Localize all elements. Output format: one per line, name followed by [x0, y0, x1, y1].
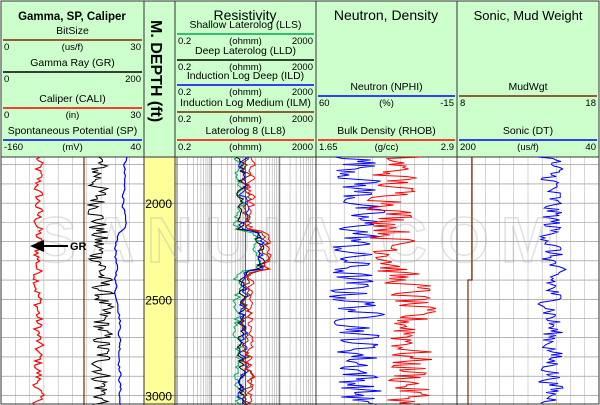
curve-name-1-4: Laterolog 8 (LL8): [206, 125, 286, 137]
curve-min-1-1: 0.2: [178, 62, 191, 73]
curve-rhob: [366, 156, 437, 405]
curve-name-1-1: Deep Laterolog (LLD): [195, 45, 296, 57]
curve-unit-3-1: (us/f): [517, 142, 539, 153]
curve-headers: BitSize 0 30 (us/f) Gamma Ray (GR) 0 200 Calipe…: [3, 19, 597, 153]
depth-track: [144, 157, 175, 405]
curve-nphi: [329, 156, 386, 405]
curve-caliper: [32, 156, 46, 405]
depth-tick-2: 3000: [145, 389, 172, 403]
curve-max-0-1: 200: [125, 74, 141, 85]
depth-tick-0: 2000: [145, 197, 172, 211]
curve-max-3-1: 40: [585, 142, 596, 153]
curve-min-0-2: 0: [4, 110, 9, 121]
track-4-title: Sonic, Mud Weight: [474, 8, 583, 23]
curve-min-1-2: 0.2: [178, 87, 191, 98]
curve-name-2-1: Bulk Density (RHOB): [337, 125, 436, 137]
watermark: SANUIA.COM: [33, 203, 566, 277]
curve-name-3-1: Sonic (DT): [503, 125, 553, 137]
curve-name-2-0: Neutron (NPHI): [350, 81, 422, 93]
track-3-title: Neutron, Density: [334, 7, 438, 23]
curve-sonic: [537, 156, 567, 405]
curve-name-3-0: MudWgt: [508, 81, 547, 93]
track-1-title: Gamma, SP, Caliper: [18, 11, 126, 23]
curve-max-1-4: 2000: [292, 142, 313, 153]
track-2-title: Resistivity: [213, 7, 276, 23]
gr-arrow-head: [30, 240, 44, 252]
curve-min-0-1: 0: [4, 74, 9, 85]
curve-unit-0-3: (mV): [62, 142, 83, 153]
curve-min-3-1: 200: [460, 142, 476, 153]
body-bg: [1, 157, 599, 405]
curve-unit-0-0: (us/f): [62, 42, 84, 53]
gr-annotation: GR: [30, 240, 87, 253]
curve-unit-1-3: (ohmm): [229, 114, 262, 125]
curve-min-0-3: -160: [4, 142, 23, 153]
curve-max-1-2: 2000: [292, 87, 313, 98]
curve-max-1-0: 2000: [292, 36, 313, 47]
curve-max-1-1: 2000: [292, 62, 313, 73]
curves: [32, 156, 567, 405]
curve-name-0-2: Caliper (CALI): [39, 93, 106, 105]
curve-name-0-3: Spontaneous Potential (SP): [8, 125, 138, 137]
curve-max-2-1: 2.9: [441, 142, 454, 153]
curve-min-2-0: 60: [319, 98, 330, 109]
header-bg-depth: [143, 0, 176, 158]
curve-max-0-2: 30: [130, 110, 141, 121]
curve-resistivity-1: [235, 156, 266, 405]
curve-unit-1-4: (ohmm): [229, 142, 262, 153]
header-bg-track-3: [315, 0, 458, 158]
curve-unit-0-2: (in): [66, 110, 80, 121]
curve-min-2-1: 1.65: [319, 142, 338, 153]
curve-min-0-0: 0: [4, 42, 9, 53]
curve-min-3-0: 8: [460, 98, 465, 109]
curve-name-1-2: Induction Log Deep (ILD): [187, 70, 304, 82]
curve-gamma-ray: [87, 156, 116, 405]
curve-max-2-0: -15: [440, 98, 454, 109]
curve-unit-1-0: (ohmm): [229, 36, 262, 47]
curve-unit-1-1: (ohmm): [229, 62, 262, 73]
depth-ticks: 2000 2500 3000: [144, 197, 175, 403]
curve-name-0-0: BitSize: [56, 25, 89, 37]
depth-axis-label: M. DEPTH (ft): [147, 20, 164, 122]
curve-unit-1-2: (ohmm): [229, 87, 262, 98]
curve-mudwgt: [467, 157, 473, 405]
curve-min-1-0: 0.2: [178, 36, 191, 47]
curve-min-1-3: 0.2: [178, 114, 191, 125]
curve-resistivity-4: [243, 156, 272, 405]
curve-max-0-0: 30: [130, 42, 141, 53]
curve-max-1-3: 2000: [292, 114, 313, 125]
header-bg-track-4: [456, 0, 600, 158]
curve-max-3-0: 18: [585, 98, 596, 109]
curve-name-1-3: Induction Log Medium (ILM): [180, 97, 311, 109]
curve-name-0-1: Gamma Ray (GR): [30, 57, 115, 69]
curve-max-0-3: 40: [130, 142, 141, 153]
curve-min-1-4: 0.2: [178, 142, 191, 153]
curve-unit-2-0: (%): [379, 98, 394, 109]
watermark-text: SANUIA.COM: [34, 204, 566, 276]
gr-label: GR: [70, 241, 87, 253]
curve-sp: [113, 156, 128, 405]
curve-name-1-0: Shallow Laterolog (LLS): [189, 19, 301, 31]
depth-tick-1: 2500: [145, 293, 172, 307]
header-bg-track-1: [0, 0, 145, 158]
curve-unit-2-1: (g/cc): [375, 142, 399, 153]
